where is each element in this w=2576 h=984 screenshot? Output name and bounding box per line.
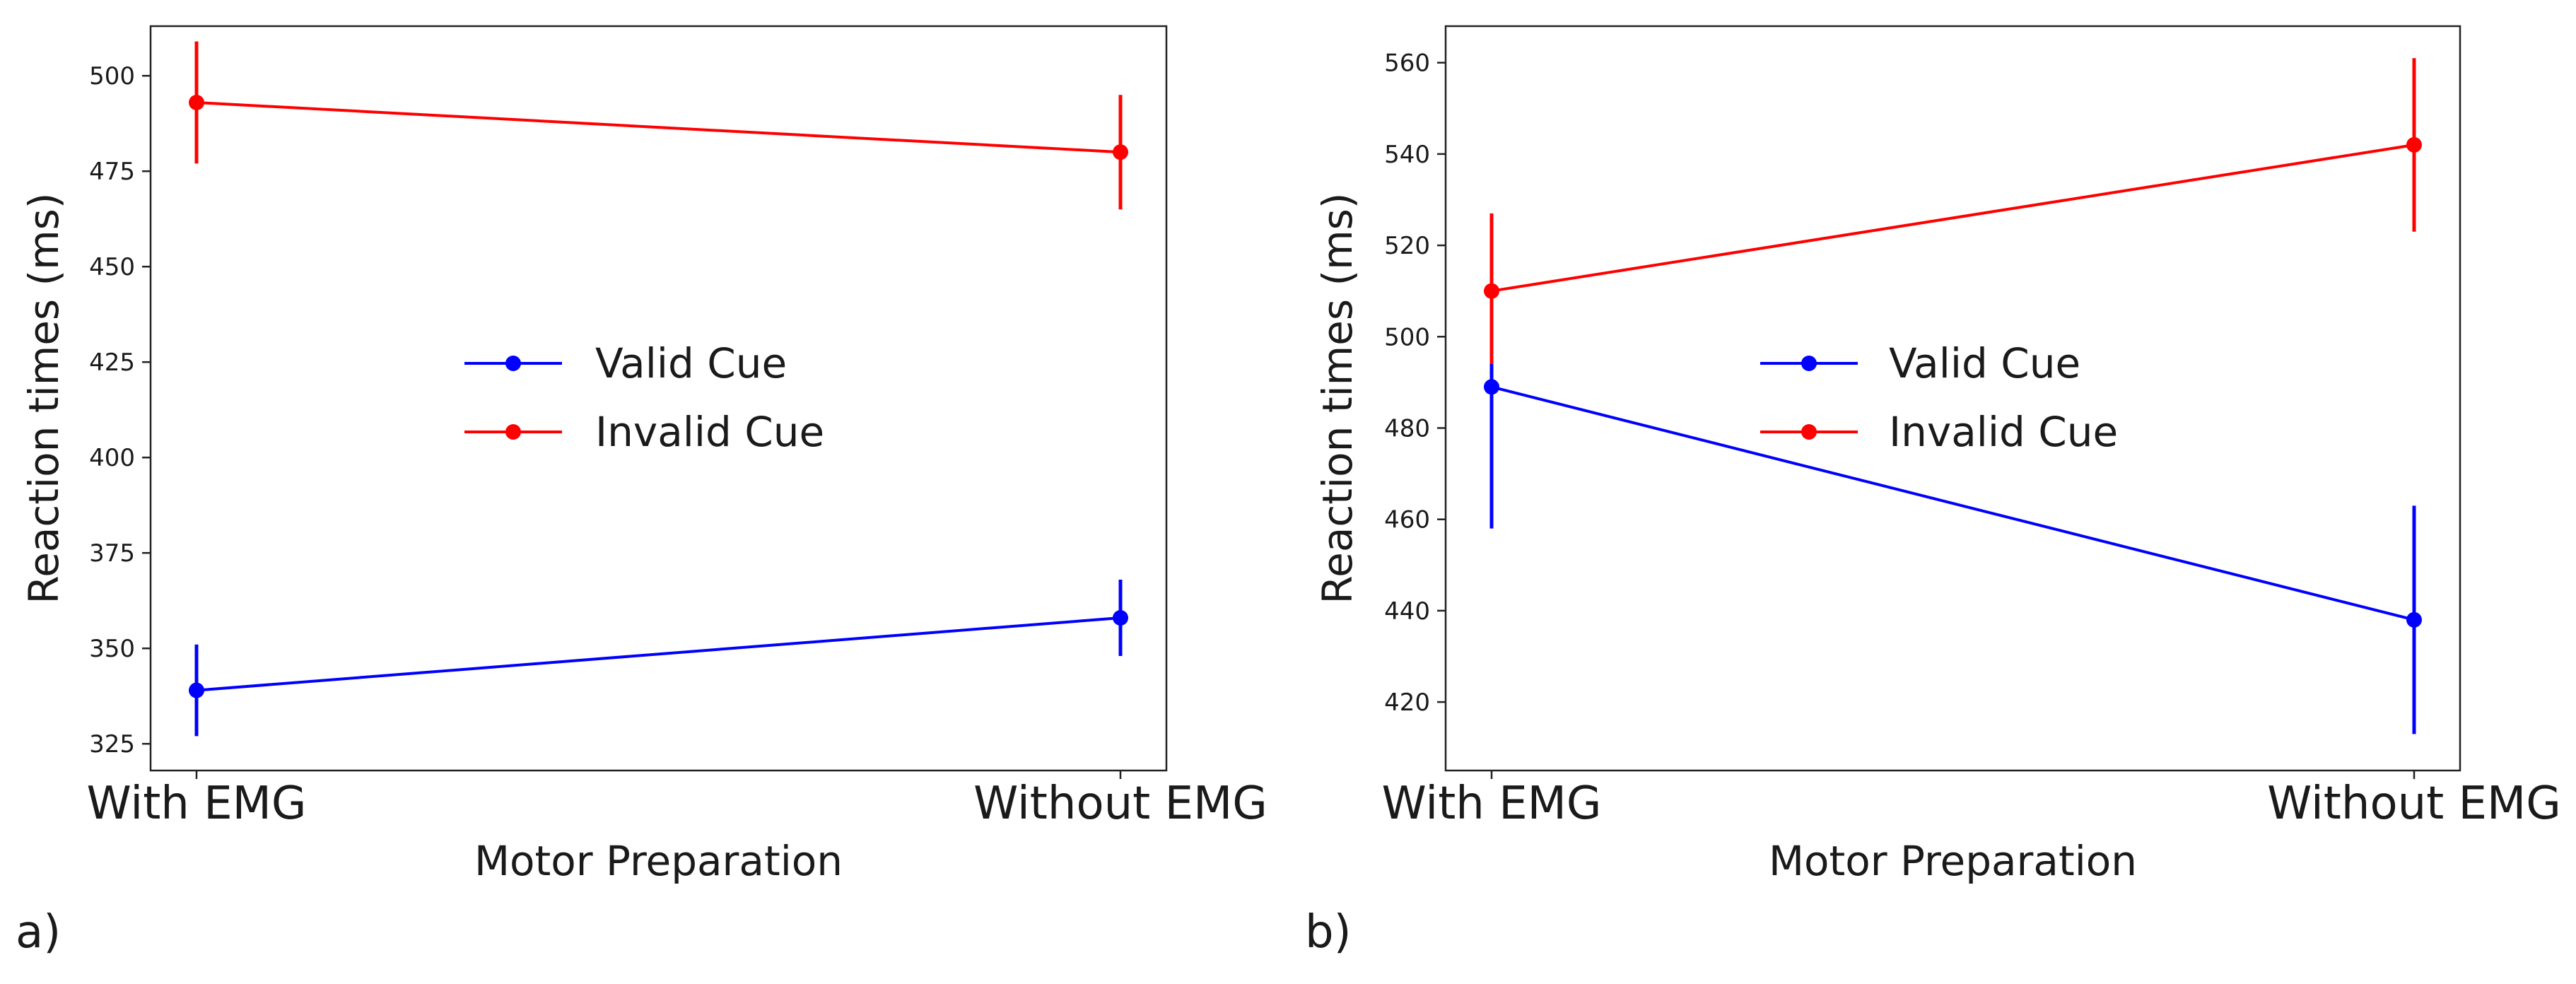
legend-marker: [1801, 356, 1817, 371]
data-point: [1113, 144, 1128, 160]
plot-frame: [149, 25, 1168, 772]
chart-panel-a: 325 350 375 400 425 450 475 500 With EMG Without …: [16, 25, 1267, 959]
x-tick-label: Without EMG: [2267, 778, 2561, 830]
y-tick-label: 500: [89, 62, 135, 90]
series-valid-cue: [1484, 245, 2422, 734]
data-point: [189, 682, 204, 698]
y-tick-label: 500: [1384, 323, 1430, 351]
y-tick-label: 460: [1384, 506, 1430, 534]
series-line: [196, 616, 1121, 692]
y-tick-label: 425: [89, 348, 135, 377]
legend-label: Invalid Cue: [595, 408, 824, 456]
y-tick-label: 420: [1384, 689, 1430, 717]
legend-label: Valid Cue: [1889, 339, 2080, 387]
legend-marker: [505, 424, 521, 440]
data-point: [1484, 283, 1499, 299]
data-point: [2406, 611, 2422, 628]
y-tick-label: 520: [1384, 232, 1430, 260]
x-tick-label: Without EMG: [973, 778, 1267, 830]
data-point: [2406, 136, 2422, 153]
series-valid-cue: [189, 580, 1128, 737]
data-point: [1484, 379, 1499, 395]
data-point: [189, 95, 204, 110]
y-tick-label: 480: [1384, 414, 1430, 443]
legend-label: Valid Cue: [595, 339, 787, 387]
data-point: [1113, 610, 1128, 626]
series-line: [1491, 385, 2415, 621]
legend-marker: [505, 356, 521, 371]
panel-label: b): [1305, 906, 1352, 959]
y-tick-label: 560: [1384, 49, 1430, 78]
panel-label: a): [16, 906, 61, 959]
legend: Valid Cue Invalid Cue: [1760, 339, 2118, 456]
series-line: [1491, 143, 2415, 293]
plot-frame: [1444, 25, 2461, 772]
y-tick-label: 325: [89, 730, 135, 758]
legend-marker: [1801, 424, 1817, 440]
legend: Valid Cue Invalid Cue: [464, 339, 824, 456]
series-invalid-cue: [1484, 58, 2422, 365]
series-invalid-cue: [189, 41, 1128, 210]
y-tick-label: 400: [89, 444, 135, 472]
x-axis-label: Motor Preparation: [474, 837, 843, 885]
y-axis-label: Reaction times (ms): [1313, 192, 1362, 604]
x-axis-label: Motor Preparation: [1769, 837, 2137, 885]
y-tick-label: 540: [1384, 141, 1430, 169]
series-line: [196, 101, 1121, 154]
y-tick-label: 475: [89, 158, 135, 186]
y-tick-label: 440: [1384, 597, 1430, 626]
x-tick-label: With EMG: [1382, 778, 1602, 830]
y-axis-label: Reaction times (ms): [20, 192, 68, 604]
y-tick-label: 450: [89, 253, 135, 281]
x-tick-label: With EMG: [87, 778, 307, 830]
y-tick-label: 350: [89, 635, 135, 663]
y-tick-label: 375: [89, 539, 135, 568]
chart-panel-b: 420 440 460 480 500 520 540 560 With EMG Without …: [1305, 25, 2561, 959]
legend-label: Invalid Cue: [1889, 408, 2118, 456]
